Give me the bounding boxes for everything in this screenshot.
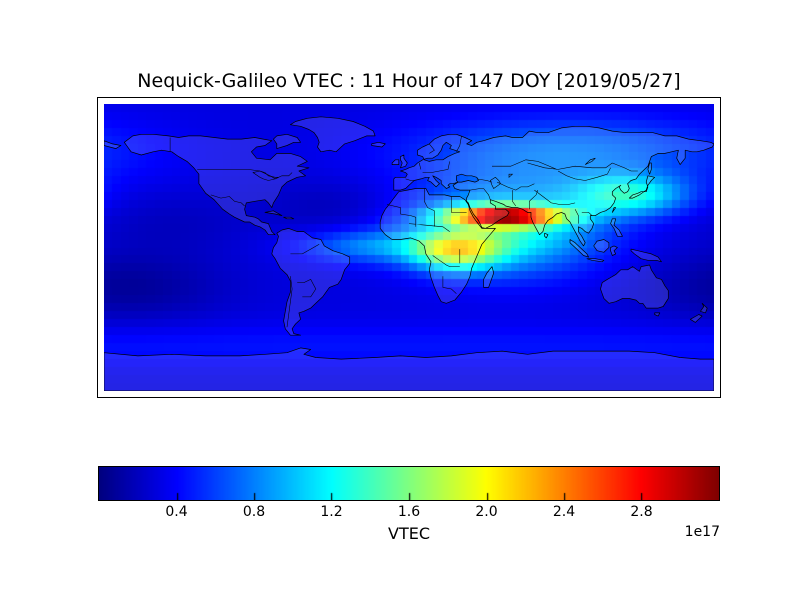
colorbar-tick-label: 2.4: [552, 504, 576, 520]
colorbar-offset-text: 1e17: [684, 524, 720, 540]
colorbar-tick-label: 0.8: [242, 504, 266, 520]
colorbar-tick-label: 1.6: [397, 504, 421, 520]
chart-title: Nequick-Galileo VTEC : 11 Hour of 147 DO…: [137, 70, 681, 92]
land-coastline-path: [104, 116, 714, 391]
map-axes: [97, 97, 721, 398]
colorbar-frame: [98, 466, 720, 501]
colorbar-tick-label: 0.4: [165, 504, 188, 520]
colorbar-canvas: [99, 467, 719, 500]
country-borders-path: [169, 135, 638, 328]
colorbar-tick-label: 2.8: [630, 504, 653, 520]
colorbar-tick-label: 2.0: [475, 504, 498, 520]
coastlines-overlay: [104, 116, 714, 391]
vtec-heatmap-canvas: [104, 104, 714, 391]
colorbar-tick-label: 1.2: [320, 504, 343, 520]
colorbar-axis-label: VTEC: [388, 524, 430, 543]
lakes-outline-path: [252, 157, 596, 189]
